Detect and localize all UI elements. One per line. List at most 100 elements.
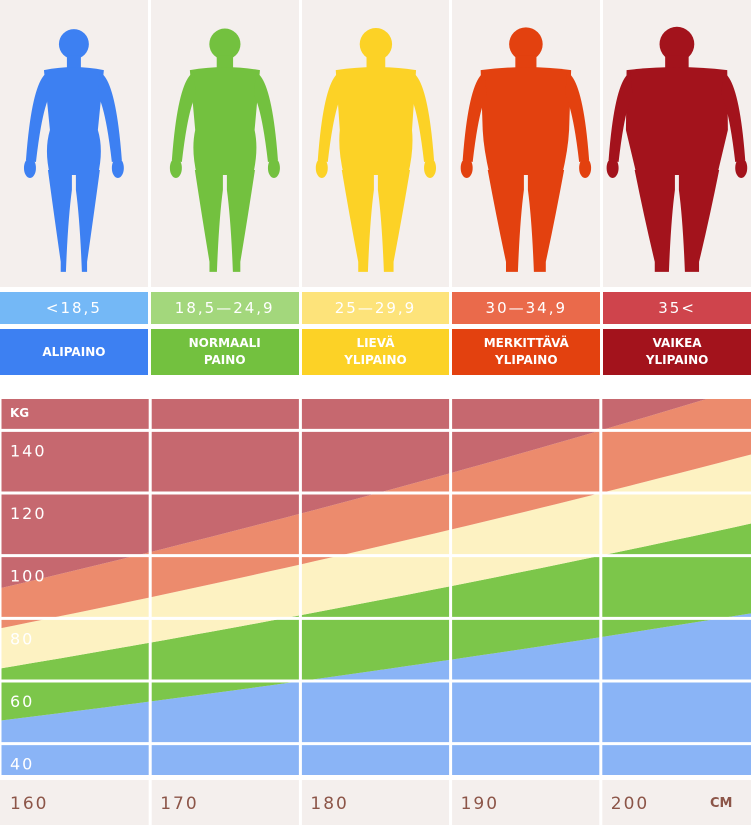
torso [43,67,104,175]
x-tick-label: 180 [310,794,348,814]
bmi-band [0,454,751,669]
torso [189,67,260,175]
neck [66,55,81,72]
y-unit: KG [10,406,29,420]
arm [608,72,633,162]
leg [634,169,676,272]
bmi-range: 18,5—24,9 [150,292,299,324]
category-label: MERKITTÄVÄ YLIPAINO [452,329,601,375]
hand [315,157,328,178]
x-unit: CM [710,796,732,811]
figure [461,27,592,272]
chart: 40 60 80 100 120 140 KG 160 170 180 190 200 CM [0,399,751,825]
bmi-range: 35< [603,292,751,324]
category-label-text: NORMAALI PAINO [188,336,261,367]
x-tick-label: 190 [461,794,499,814]
y-tick-label: 140 [10,441,47,460]
hand [111,157,124,178]
silhouette [606,26,748,272]
hand [735,157,748,178]
silhouette [169,28,280,272]
head [659,26,695,62]
neck [515,55,537,72]
arm [171,72,196,162]
head [209,28,241,60]
y-tick-label: 100 [10,567,47,586]
figure [606,26,748,272]
arm [565,72,590,162]
head [509,27,544,61]
figure [315,27,436,272]
x-tick-label: 170 [160,794,198,814]
category-label: VAIKEA YLIPAINO [603,329,751,375]
category-label: NORMAALI PAINO [150,329,299,375]
category-label: ALIPAINO [0,329,148,375]
category: 35< VAIKEA YLIPAINO [603,0,751,375]
figure-panel [452,0,601,287]
torso [481,67,572,175]
bands [0,399,751,775]
figure-panel [0,0,148,287]
arm [463,72,488,162]
figure-panel [150,0,299,287]
category: <18,5 ALIPAINO [0,0,148,375]
hand [579,157,592,178]
silhouette [461,27,592,272]
bmi-band [0,399,751,629]
leg [47,169,72,272]
neck [366,55,385,72]
category-label: LIEVÄ YLIPAINO [301,329,450,375]
hand [169,157,182,178]
hand [267,157,280,178]
leg [341,169,374,272]
y-tick-label: 80 [10,629,34,648]
hand [461,157,474,178]
torso [626,67,729,175]
arm [409,72,434,162]
head [58,29,89,60]
leg [194,169,223,272]
leg [377,169,410,272]
neck [665,55,689,72]
leg [488,169,525,272]
hand [606,157,619,178]
category-label-text: VAIKEA YLIPAINO [645,336,709,367]
category: 18,5—24,9 NORMAALI PAINO [150,0,299,375]
bmi-range: 25—29,9 [301,292,450,324]
hand [423,157,436,178]
leg [679,169,720,272]
figure [169,28,280,272]
neck [216,55,233,72]
arm [253,72,278,162]
figure-panel [301,0,450,287]
category-label-text: LIEVÄ YLIPAINO [344,336,407,367]
bmi-range: <18,5 [0,292,148,324]
y-tick-label: 120 [10,504,47,523]
leg [528,169,565,272]
head [359,27,392,61]
x-axis-row [0,780,751,825]
category: 25—29,9 LIEVÄ YLIPAINO [301,0,450,375]
bmi-band [0,613,751,775]
x-tick-label: 160 [10,794,48,814]
bmi-range: 30—34,9 [452,292,601,324]
arm [97,72,122,162]
categories: <18,5 ALIPAINO 18,5—24,9 NORMAALI PAINO 25—2… [0,0,751,375]
leg [226,169,255,272]
arm [317,72,342,162]
y-tick-label: 60 [10,692,34,711]
bmi-band [0,523,751,721]
y-tick-label: 40 [10,755,34,774]
silhouette [23,29,124,272]
arm [721,72,746,162]
category: 30—34,9 MERKITTÄVÄ YLIPAINO [452,0,601,375]
category-label-text: ALIPAINO [42,344,106,359]
hand [23,157,36,178]
leg [75,169,100,272]
figure [23,29,124,272]
arm [25,72,50,162]
torso [335,67,416,175]
category-label-text: MERKITTÄVÄ YLIPAINO [483,336,569,367]
x-tick-label: 200 [611,794,649,814]
